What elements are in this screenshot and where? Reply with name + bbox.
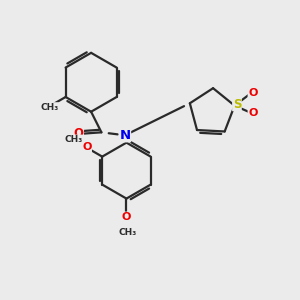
Text: S: S (233, 98, 241, 111)
Text: N: N (119, 129, 130, 142)
Text: O: O (122, 212, 131, 222)
Text: O: O (248, 88, 257, 98)
Text: O: O (248, 108, 257, 118)
Text: O: O (82, 142, 92, 152)
Text: CH₃: CH₃ (119, 228, 137, 237)
Text: CH₃: CH₃ (65, 135, 83, 144)
Text: O: O (74, 127, 83, 140)
Text: CH₃: CH₃ (40, 103, 58, 112)
